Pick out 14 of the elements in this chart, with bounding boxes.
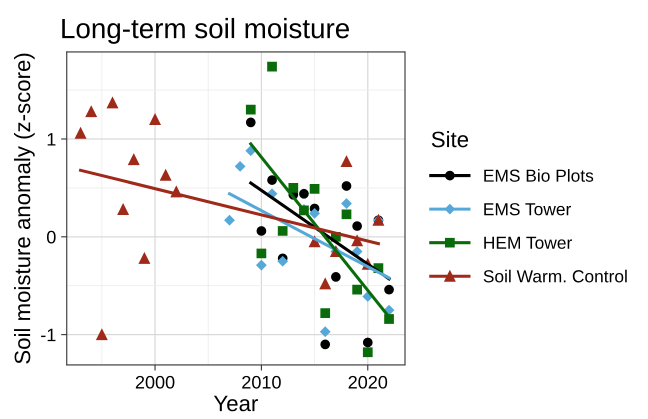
legend-label: EMS Bio Plots (484, 169, 594, 182)
legend-label: HEM Tower (484, 236, 572, 249)
x-tick-label: 2020 (348, 376, 388, 389)
x-tick-label: 2010 (242, 376, 281, 389)
legend-title: Site (432, 131, 468, 148)
legend-label: Soil Warm. Control (484, 270, 627, 282)
x-tick-label: 2000 (136, 376, 174, 389)
y-tick-label: -1 (41, 328, 56, 342)
chart-title: Long-term soil moisture (62, 18, 349, 44)
legend-label: EMS Tower (484, 203, 572, 216)
y-axis-title: Soil moisture anomaly (z-score) (14, 54, 35, 364)
y-tick-label: 0 (46, 230, 56, 244)
y-tick-label: 1 (48, 133, 56, 146)
x-axis-title: Year (214, 396, 258, 412)
